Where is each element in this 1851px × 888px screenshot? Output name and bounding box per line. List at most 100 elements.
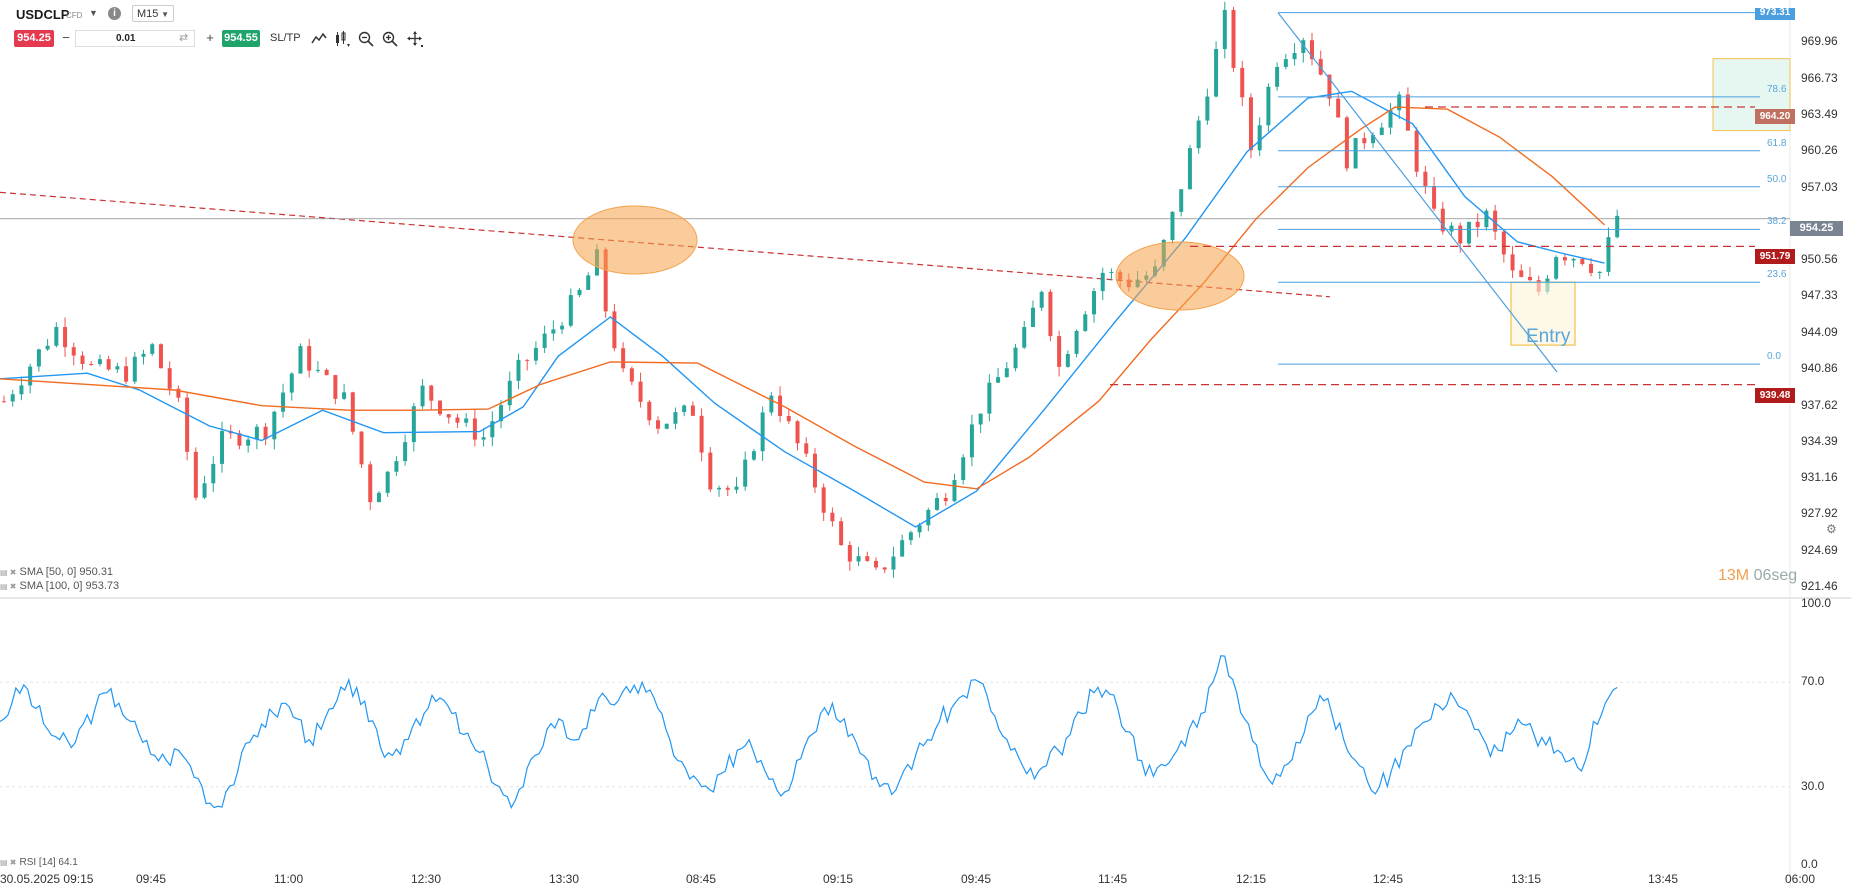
candle-body [1362,138,1367,144]
candle-body [935,497,940,510]
candle-body [1092,291,1096,315]
candle-body [1004,368,1009,378]
candle-body [717,487,722,490]
candle-body [525,359,530,361]
candle-body [638,381,643,402]
candle-body [1257,125,1262,151]
candle-body [908,532,913,541]
sltp-button[interactable]: SL/TP [270,32,301,44]
candle-body [272,411,277,440]
candle-body [1405,94,1410,131]
sma100-line [0,106,1605,490]
fib-top-price-tag: 973.31 [1755,8,1795,20]
candles-icon[interactable] [333,30,351,48]
buy-price-button[interactable]: 954.55 [222,30,260,47]
candle-body [839,521,844,546]
time-tick-label: 13:30 [549,872,580,886]
candle-body [603,249,608,312]
candle-body [1336,98,1341,118]
zoom-out-icon[interactable] [357,30,375,48]
candle-body [1109,271,1114,273]
candle-body [1597,271,1602,273]
candle-body [438,400,442,415]
candle-body [1205,96,1210,121]
swap-icon[interactable]: ⇄ [179,32,189,44]
quantity-input[interactable]: 0.01 [75,30,195,47]
line-chart-icon[interactable] [310,30,328,48]
legend-drag-icon[interactable]: ▤ ✖ [0,858,17,867]
candle-body [1187,148,1192,190]
symbol-label[interactable]: USDCLP [16,7,70,22]
sma100-legend[interactable]: ▤ ✖ SMA [100, 0] 953.73 [0,580,119,592]
price-tick-label: 940.86 [1801,361,1838,376]
candle-body [1554,257,1559,279]
candle-body [281,392,286,412]
sma50-legend[interactable]: ▤ ✖ SMA [50, 0] 950.31 [0,566,113,578]
rsi-legend[interactable]: ▤ ✖ RSI [14] 64.1 [0,857,78,868]
timeframe-value: M15 [137,8,159,20]
candle-body [1214,49,1219,97]
candle-body [1423,171,1428,186]
candle-body [1170,211,1175,240]
info-icon[interactable]: i [108,7,121,20]
candle-body [1432,185,1437,209]
candle-body [1310,40,1314,60]
candle-body [673,412,678,424]
candle-body [1606,237,1611,272]
candle-body [333,375,338,399]
candle-body [978,413,983,425]
candle-body [821,487,826,513]
decrease-quantity-button[interactable]: − [62,30,70,45]
sell-price-button[interactable]: 954.25 [14,30,54,47]
increase-quantity-button[interactable]: + [206,30,214,45]
candle-body [568,295,573,326]
candle-body [1475,221,1480,228]
candle-body [141,353,146,357]
candle-body [298,346,303,374]
candle-body [1449,225,1454,232]
candle-body [1571,258,1576,261]
candle-body [1083,314,1088,331]
candle-body [1048,291,1053,337]
candle-body [71,347,76,356]
candle-body [865,556,870,561]
symbol-dropdown-icon[interactable]: ▼ [89,8,98,18]
candle-body [1484,210,1489,228]
legend-drag-icon[interactable]: ▤ ✖ [0,568,17,577]
candle-body [350,392,355,432]
sma-layer [0,90,1605,528]
settings-icon[interactable]: ⚙ [1826,522,1837,536]
candle-body [1388,110,1393,128]
candle-body [987,382,992,414]
rsi-tick-label: 100.0 [1801,596,1832,610]
timeframe-select[interactable]: M15 ▼ [132,5,174,22]
candle-body [97,359,102,365]
legend-drag-icon[interactable]: ▤ ✖ [0,582,17,591]
price-tick-label: 957.03 [1801,179,1838,194]
candle-body [45,345,50,350]
fib-level-label: 50.0 [1767,173,1787,185]
candle-body [682,405,687,413]
candle-body [54,327,59,346]
price-tick-label: 944.09 [1801,324,1838,339]
candle-body [830,512,835,522]
candle-body [455,417,460,423]
candle-body [464,418,469,423]
fib-level-label: 23.6 [1767,269,1787,281]
candle-body [1013,347,1018,369]
candle-body [1301,40,1306,54]
candle-body [411,406,416,443]
candle-body [246,439,251,446]
candle-body [1100,272,1105,292]
candle-body [1501,231,1506,255]
candle-body [786,415,791,422]
candle-body [900,540,905,557]
candle-body [124,366,129,382]
crosshair-icon[interactable] [406,30,424,48]
candle-body [2,401,6,403]
candle-body [89,364,94,366]
candle-body [917,525,922,533]
zoom-in-icon[interactable] [381,30,399,48]
